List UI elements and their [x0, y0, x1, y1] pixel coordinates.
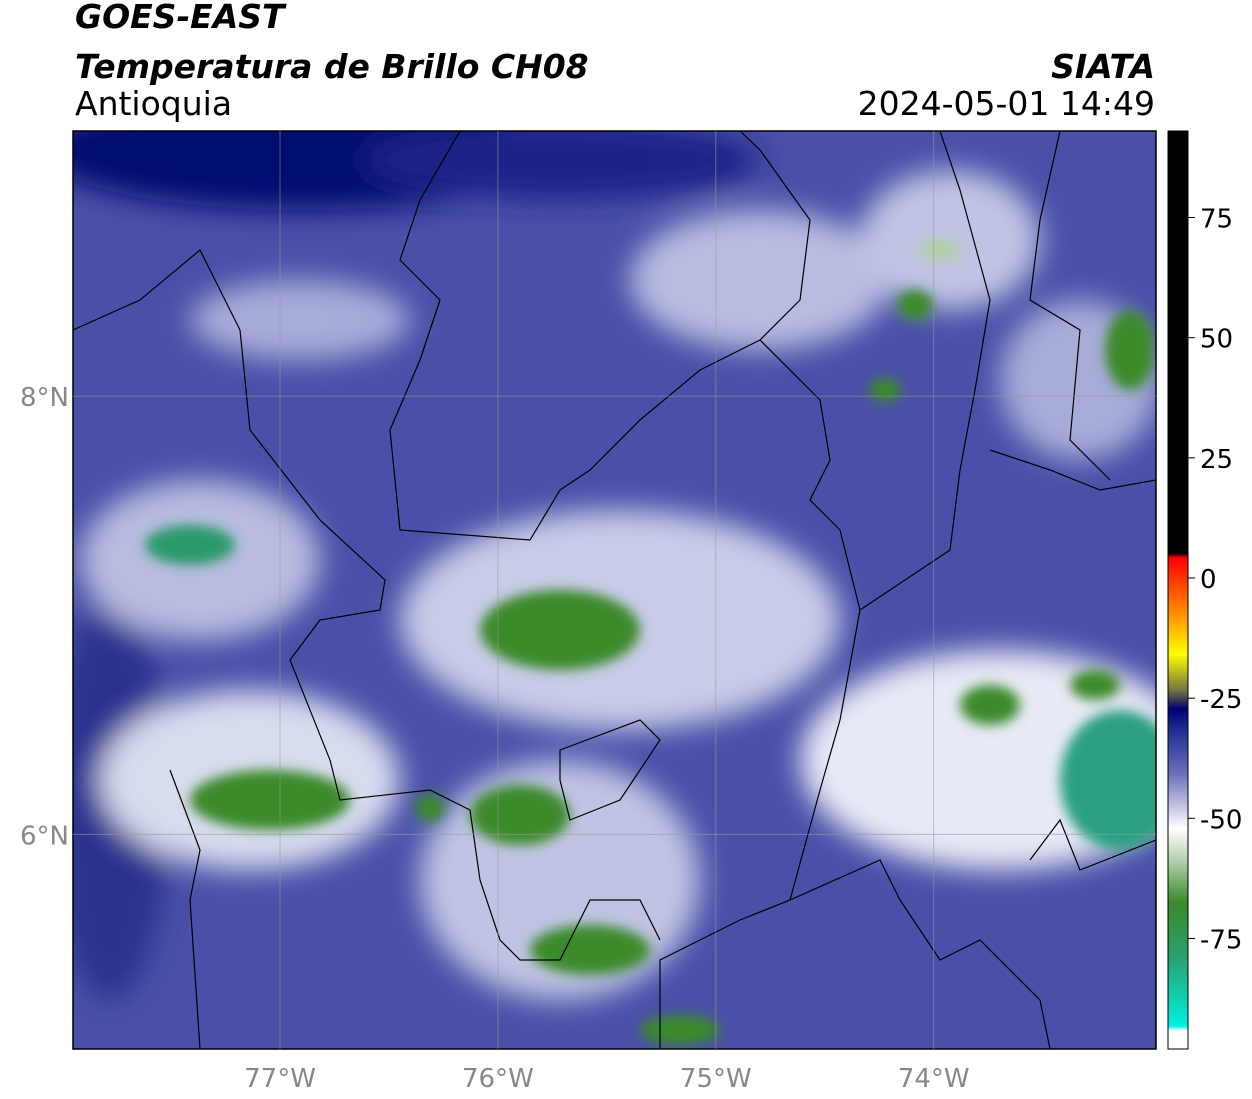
- map-frame: [72, 130, 1157, 1050]
- colorbar-tick-label: -25: [1200, 685, 1242, 715]
- x-tick-label: 74°W: [898, 1064, 970, 1094]
- source: SIATA: [1051, 47, 1155, 86]
- region: Antioquia: [75, 84, 232, 123]
- title: GOES-EAST: [75, 0, 287, 36]
- colorbar-tick-label: 25: [1200, 445, 1233, 475]
- colorbar-tick-label: 50: [1200, 325, 1233, 355]
- colorbar: [1167, 130, 1189, 1050]
- y-tick-label: 8°N: [20, 383, 69, 413]
- satellite-image: [73, 131, 1156, 1049]
- x-tick-label: 77°W: [244, 1064, 316, 1094]
- colorbar-tick-label: -75: [1200, 925, 1242, 955]
- subtitle: Temperatura de Brillo CH08: [75, 47, 589, 86]
- y-tick-label: 6°N: [20, 821, 69, 851]
- colorbar-tick-label: 75: [1200, 205, 1233, 235]
- x-tick-label: 75°W: [680, 1064, 752, 1094]
- colorbar-tick-label: -50: [1200, 805, 1242, 835]
- x-tick-label: 76°W: [462, 1064, 534, 1094]
- colorbar-tick-label: 0: [1200, 565, 1217, 595]
- datetime: 2024-05-01 14:49: [858, 84, 1155, 123]
